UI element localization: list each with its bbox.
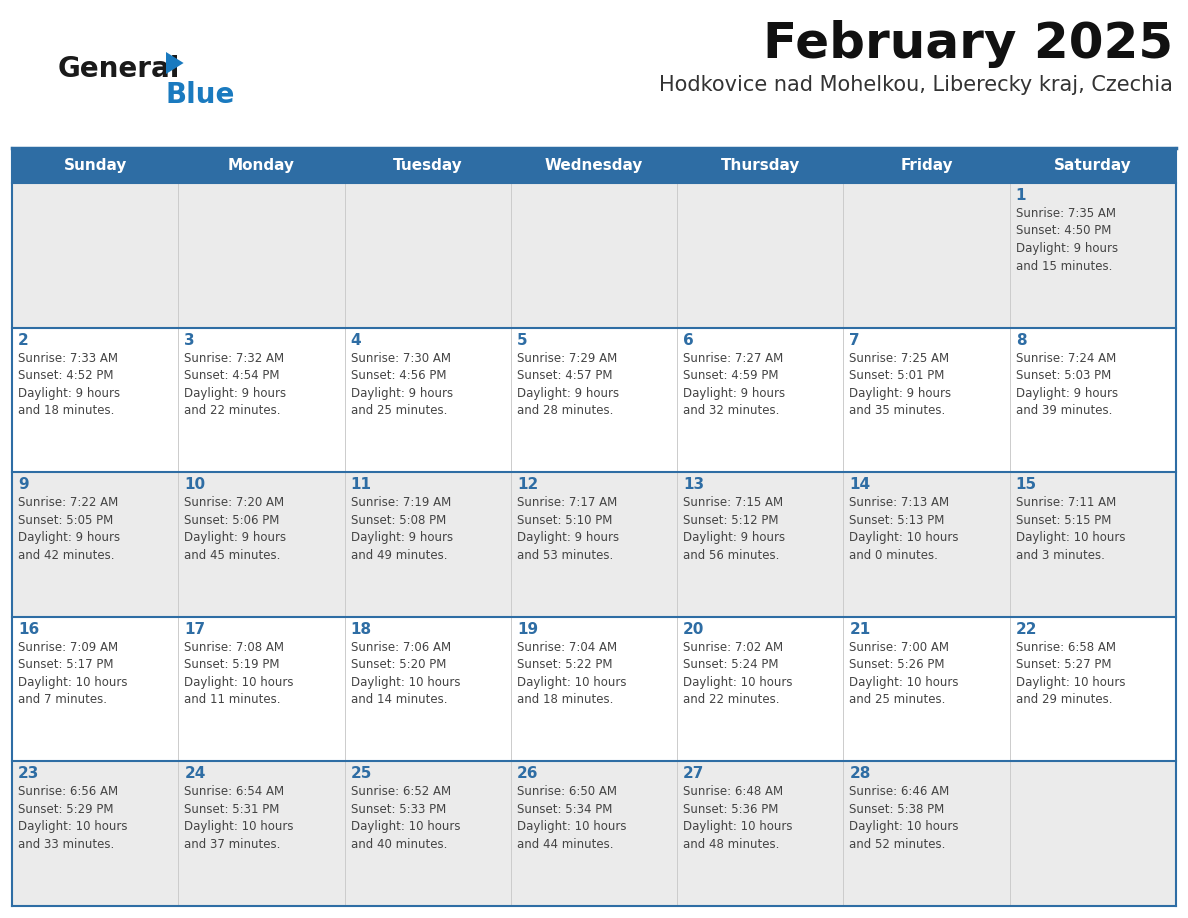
Text: 11: 11	[350, 477, 372, 492]
Text: 3: 3	[184, 332, 195, 348]
Text: 23: 23	[18, 767, 39, 781]
Text: 12: 12	[517, 477, 538, 492]
Text: Sunrise: 6:54 AM
Sunset: 5:31 PM
Daylight: 10 hours
and 37 minutes.: Sunrise: 6:54 AM Sunset: 5:31 PM Dayligh…	[184, 786, 293, 851]
Text: February 2025: February 2025	[763, 20, 1173, 68]
Text: Saturday: Saturday	[1054, 158, 1132, 173]
Polygon shape	[166, 52, 184, 74]
Text: 6: 6	[683, 332, 694, 348]
Text: Sunrise: 7:09 AM
Sunset: 5:17 PM
Daylight: 10 hours
and 7 minutes.: Sunrise: 7:09 AM Sunset: 5:17 PM Dayligh…	[18, 641, 127, 706]
Text: General: General	[58, 55, 181, 83]
Text: Sunrise: 7:33 AM
Sunset: 4:52 PM
Daylight: 9 hours
and 18 minutes.: Sunrise: 7:33 AM Sunset: 4:52 PM Dayligh…	[18, 352, 120, 417]
Text: 17: 17	[184, 621, 206, 637]
Bar	[12, 328, 1176, 472]
Text: Sunrise: 7:30 AM
Sunset: 4:56 PM
Daylight: 9 hours
and 25 minutes.: Sunrise: 7:30 AM Sunset: 4:56 PM Dayligh…	[350, 352, 453, 417]
Text: 15: 15	[1016, 477, 1037, 492]
Text: 9: 9	[18, 477, 29, 492]
Text: 7: 7	[849, 332, 860, 348]
Text: 2: 2	[18, 332, 29, 348]
Text: 16: 16	[18, 621, 39, 637]
Bar	[12, 148, 1176, 183]
Text: Monday: Monday	[228, 158, 295, 173]
Text: Sunrise: 7:17 AM
Sunset: 5:10 PM
Daylight: 9 hours
and 53 minutes.: Sunrise: 7:17 AM Sunset: 5:10 PM Dayligh…	[517, 497, 619, 562]
Text: 13: 13	[683, 477, 704, 492]
Text: Sunrise: 7:06 AM
Sunset: 5:20 PM
Daylight: 10 hours
and 14 minutes.: Sunrise: 7:06 AM Sunset: 5:20 PM Dayligh…	[350, 641, 460, 706]
Text: 5: 5	[517, 332, 527, 348]
Text: Sunrise: 7:24 AM
Sunset: 5:03 PM
Daylight: 9 hours
and 39 minutes.: Sunrise: 7:24 AM Sunset: 5:03 PM Dayligh…	[1016, 352, 1118, 417]
Text: Sunday: Sunday	[63, 158, 127, 173]
Text: 20: 20	[683, 621, 704, 637]
Text: Sunrise: 7:29 AM
Sunset: 4:57 PM
Daylight: 9 hours
and 28 minutes.: Sunrise: 7:29 AM Sunset: 4:57 PM Dayligh…	[517, 352, 619, 417]
Text: Sunrise: 7:15 AM
Sunset: 5:12 PM
Daylight: 9 hours
and 56 minutes.: Sunrise: 7:15 AM Sunset: 5:12 PM Dayligh…	[683, 497, 785, 562]
Text: Sunrise: 7:00 AM
Sunset: 5:26 PM
Daylight: 10 hours
and 25 minutes.: Sunrise: 7:00 AM Sunset: 5:26 PM Dayligh…	[849, 641, 959, 706]
Text: Sunrise: 7:04 AM
Sunset: 5:22 PM
Daylight: 10 hours
and 18 minutes.: Sunrise: 7:04 AM Sunset: 5:22 PM Dayligh…	[517, 641, 626, 706]
Bar	[12, 183, 1176, 328]
Bar	[12, 617, 1176, 761]
Text: 19: 19	[517, 621, 538, 637]
Bar	[12, 472, 1176, 617]
Text: 24: 24	[184, 767, 206, 781]
Text: Wednesday: Wednesday	[545, 158, 643, 173]
Bar	[12, 761, 1176, 906]
Text: Friday: Friday	[901, 158, 953, 173]
Text: Sunrise: 7:27 AM
Sunset: 4:59 PM
Daylight: 9 hours
and 32 minutes.: Sunrise: 7:27 AM Sunset: 4:59 PM Dayligh…	[683, 352, 785, 417]
Text: Sunrise: 7:25 AM
Sunset: 5:01 PM
Daylight: 9 hours
and 35 minutes.: Sunrise: 7:25 AM Sunset: 5:01 PM Dayligh…	[849, 352, 952, 417]
Text: 8: 8	[1016, 332, 1026, 348]
Text: 21: 21	[849, 621, 871, 637]
Text: 28: 28	[849, 767, 871, 781]
Text: Sunrise: 7:22 AM
Sunset: 5:05 PM
Daylight: 9 hours
and 42 minutes.: Sunrise: 7:22 AM Sunset: 5:05 PM Dayligh…	[18, 497, 120, 562]
Text: 22: 22	[1016, 621, 1037, 637]
Text: Sunrise: 7:32 AM
Sunset: 4:54 PM
Daylight: 9 hours
and 22 minutes.: Sunrise: 7:32 AM Sunset: 4:54 PM Dayligh…	[184, 352, 286, 417]
Text: Tuesday: Tuesday	[393, 158, 462, 173]
Text: Sunrise: 7:02 AM
Sunset: 5:24 PM
Daylight: 10 hours
and 22 minutes.: Sunrise: 7:02 AM Sunset: 5:24 PM Dayligh…	[683, 641, 792, 706]
Text: 18: 18	[350, 621, 372, 637]
Text: Sunrise: 7:20 AM
Sunset: 5:06 PM
Daylight: 9 hours
and 45 minutes.: Sunrise: 7:20 AM Sunset: 5:06 PM Dayligh…	[184, 497, 286, 562]
Text: Sunrise: 6:46 AM
Sunset: 5:38 PM
Daylight: 10 hours
and 52 minutes.: Sunrise: 6:46 AM Sunset: 5:38 PM Dayligh…	[849, 786, 959, 851]
Text: Thursday: Thursday	[721, 158, 800, 173]
Text: Hodkovice nad Mohelkou, Liberecky kraj, Czechia: Hodkovice nad Mohelkou, Liberecky kraj, …	[659, 75, 1173, 95]
Text: Sunrise: 7:13 AM
Sunset: 5:13 PM
Daylight: 10 hours
and 0 minutes.: Sunrise: 7:13 AM Sunset: 5:13 PM Dayligh…	[849, 497, 959, 562]
Text: 10: 10	[184, 477, 206, 492]
Text: 4: 4	[350, 332, 361, 348]
Text: 27: 27	[683, 767, 704, 781]
Text: Sunrise: 6:50 AM
Sunset: 5:34 PM
Daylight: 10 hours
and 44 minutes.: Sunrise: 6:50 AM Sunset: 5:34 PM Dayligh…	[517, 786, 626, 851]
Text: Sunrise: 6:56 AM
Sunset: 5:29 PM
Daylight: 10 hours
and 33 minutes.: Sunrise: 6:56 AM Sunset: 5:29 PM Dayligh…	[18, 786, 127, 851]
Text: 25: 25	[350, 767, 372, 781]
Text: Sunrise: 6:58 AM
Sunset: 5:27 PM
Daylight: 10 hours
and 29 minutes.: Sunrise: 6:58 AM Sunset: 5:27 PM Dayligh…	[1016, 641, 1125, 706]
Text: Sunrise: 6:52 AM
Sunset: 5:33 PM
Daylight: 10 hours
and 40 minutes.: Sunrise: 6:52 AM Sunset: 5:33 PM Dayligh…	[350, 786, 460, 851]
Text: 26: 26	[517, 767, 538, 781]
Text: Sunrise: 7:11 AM
Sunset: 5:15 PM
Daylight: 10 hours
and 3 minutes.: Sunrise: 7:11 AM Sunset: 5:15 PM Dayligh…	[1016, 497, 1125, 562]
Text: Sunrise: 7:19 AM
Sunset: 5:08 PM
Daylight: 9 hours
and 49 minutes.: Sunrise: 7:19 AM Sunset: 5:08 PM Dayligh…	[350, 497, 453, 562]
Text: Sunrise: 7:35 AM
Sunset: 4:50 PM
Daylight: 9 hours
and 15 minutes.: Sunrise: 7:35 AM Sunset: 4:50 PM Dayligh…	[1016, 207, 1118, 273]
Text: Sunrise: 7:08 AM
Sunset: 5:19 PM
Daylight: 10 hours
and 11 minutes.: Sunrise: 7:08 AM Sunset: 5:19 PM Dayligh…	[184, 641, 293, 706]
Text: Sunrise: 6:48 AM
Sunset: 5:36 PM
Daylight: 10 hours
and 48 minutes.: Sunrise: 6:48 AM Sunset: 5:36 PM Dayligh…	[683, 786, 792, 851]
Text: 14: 14	[849, 477, 871, 492]
Text: Blue: Blue	[166, 81, 235, 109]
Text: 1: 1	[1016, 188, 1026, 203]
